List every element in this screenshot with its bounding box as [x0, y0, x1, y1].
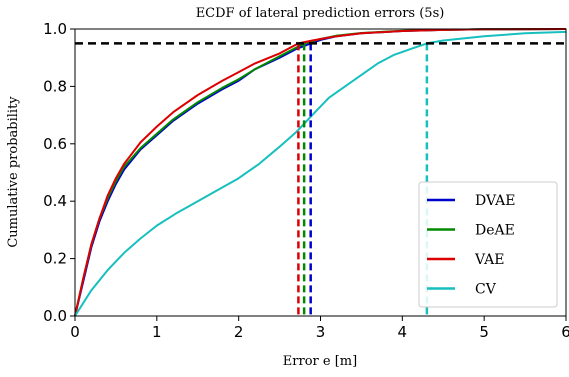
- legend-label-dvae: DVAE: [475, 193, 515, 209]
- legend-box: [418, 181, 558, 308]
- y-tick-label: 0.0: [43, 307, 67, 325]
- y-tick-label: 1.0: [43, 20, 67, 38]
- y-tick-label: 0.6: [43, 135, 67, 153]
- series-line-vae: [74, 28, 567, 317]
- y-axis-label: Cumulative probability: [6, 96, 21, 248]
- y-axis-ticks: 0.0 0.2 0.4 0.6 0.8 1.0: [43, 20, 75, 325]
- x-tick-label: 5: [479, 323, 489, 341]
- chart-title: ECDF of lateral prediction errors (5s): [196, 6, 445, 21]
- x-tick-label: 0: [70, 323, 80, 341]
- x-tick-label: 2: [234, 323, 244, 341]
- x-tick-label: 3: [316, 323, 326, 341]
- legend: DVAE DeAE VAE CV: [418, 181, 558, 308]
- y-tick-label: 0.8: [43, 77, 67, 95]
- legend-label-vae: VAE: [474, 252, 505, 268]
- legend-label-deae: DeAE: [475, 223, 515, 239]
- threshold-layer: [297, 43, 429, 316]
- x-axis-label: Error e [m]: [283, 354, 357, 369]
- legend-label-cv: CV: [475, 282, 497, 298]
- plot-area: [74, 28, 567, 317]
- y-tick-label: 0.4: [43, 192, 67, 210]
- y-tick-label: 0.2: [43, 250, 67, 268]
- x-tick-label: 6: [561, 323, 569, 341]
- x-axis-ticks: 0 1 2 3 4 5 6: [70, 316, 569, 341]
- x-tick-label: 1: [152, 323, 162, 341]
- x-tick-label: 4: [398, 323, 408, 341]
